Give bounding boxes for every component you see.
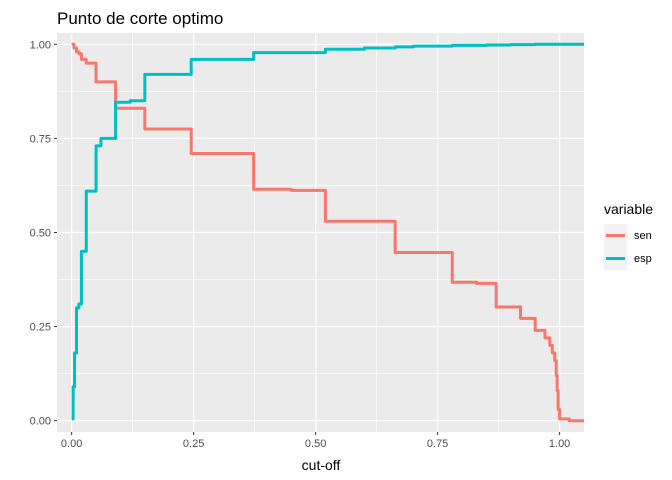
legend: variable sen esp xyxy=(604,201,653,270)
y-tick-label: 0.25 xyxy=(30,322,51,334)
series-line-esp xyxy=(71,42,584,421)
x-tick-label: 0.75 xyxy=(427,438,448,450)
chart-title: Punto de corte optimo xyxy=(57,9,223,28)
series-line-sen xyxy=(71,42,584,423)
x-tick-label: 0.50 xyxy=(305,438,326,450)
x-tick-label: 0.25 xyxy=(183,438,204,450)
legend-title: variable xyxy=(604,201,653,217)
x-axis-title: cut-off xyxy=(302,457,341,473)
y-tick-label: 1.00 xyxy=(30,39,51,51)
x-tick-label: 1.00 xyxy=(549,438,570,450)
y-tick-label: 0.00 xyxy=(30,416,51,428)
y-tick-label: 0.75 xyxy=(30,133,51,145)
x-tick-label: 0.00 xyxy=(61,438,82,450)
legend-label-esp: esp xyxy=(634,253,652,265)
axis-ticks: 0.00 0.25 0.50 0.75 1.00 0.00 0.25 0.50 0.75 1.00 xyxy=(30,39,571,450)
legend-label-sen: sen xyxy=(634,230,652,242)
y-tick-label: 0.50 xyxy=(30,228,51,240)
series-lines xyxy=(71,42,584,423)
